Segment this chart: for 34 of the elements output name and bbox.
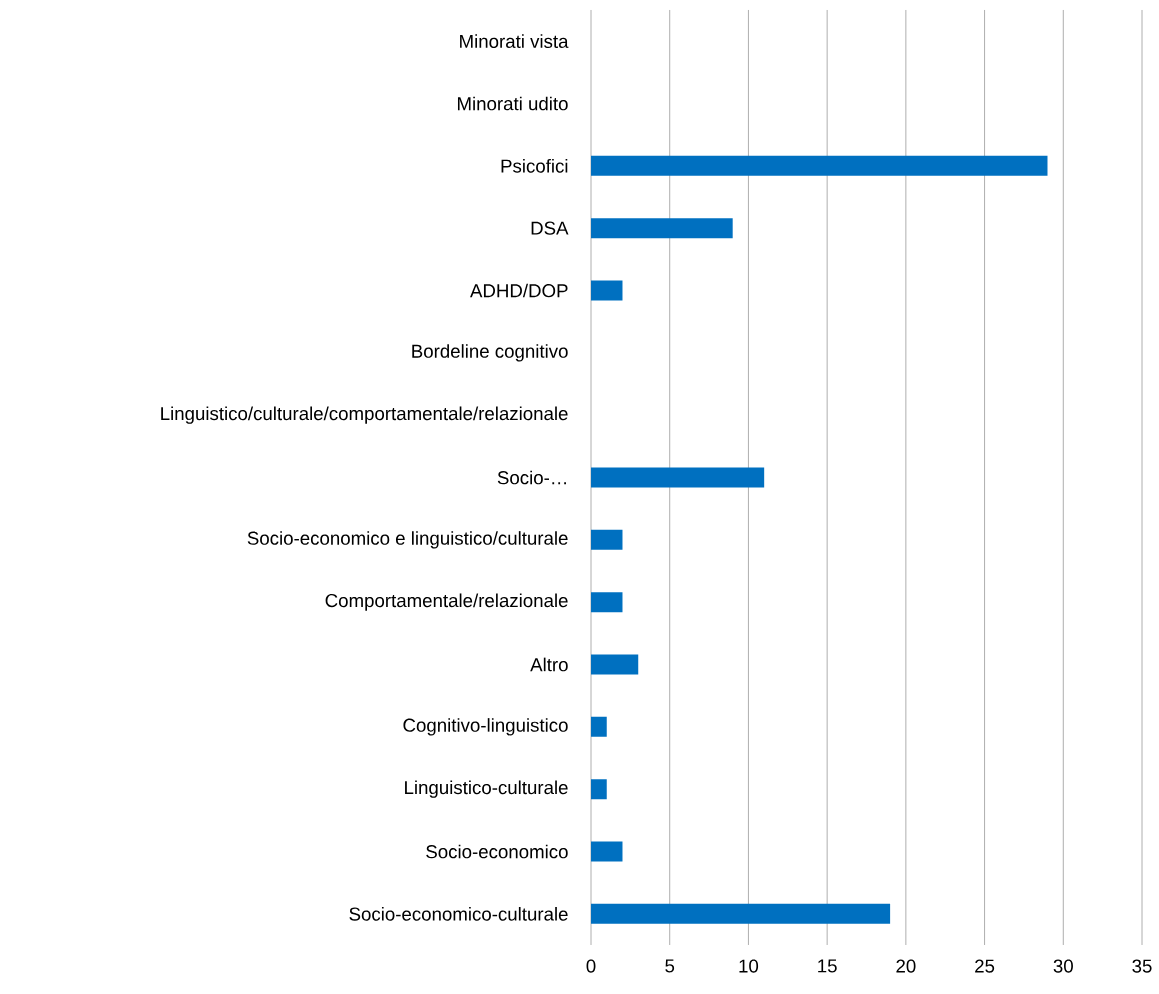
- y-tick-label: Socio-economico e linguistico/culturale: [247, 531, 568, 549]
- y-tick-label: Altro: [530, 657, 568, 672]
- bar: [591, 280, 623, 301]
- y-tick-label: Cognitivo-linguistico: [403, 718, 568, 736]
- bar: [591, 841, 623, 862]
- y-tick-label: Minorati udito: [457, 96, 568, 111]
- bar: [591, 654, 639, 675]
- x-tick-label: 15: [818, 959, 837, 973]
- bar: [591, 529, 623, 550]
- y-tick-label: ADHD/DOP: [470, 283, 568, 298]
- y-tick-label: Linguistico-culturale: [405, 780, 568, 798]
- y-tick-label: Linguistico/culturale/comportamentale/relazionale: [161, 406, 568, 424]
- y-tick-label: DSA: [531, 221, 569, 235]
- bar: [591, 467, 765, 488]
- bar: [591, 592, 623, 613]
- x-tick-label: 30: [1053, 959, 1073, 973]
- y-tick-label: Comportamentale/relazionale: [325, 593, 568, 611]
- y-tick-label: Socio-…: [497, 470, 566, 485]
- y-tick-label: Bordeline cognitivo: [412, 344, 568, 362]
- y-tick-label: Socio-economico-culturale: [349, 906, 568, 921]
- bar: [591, 716, 607, 737]
- bar: [591, 218, 733, 239]
- bar: [591, 779, 607, 800]
- x-tick-label: 5: [665, 959, 675, 973]
- x-tick-label: 0: [586, 959, 596, 973]
- x-tick-label: 25: [975, 959, 995, 973]
- bar: [591, 903, 891, 924]
- y-tick-label: Psicofici: [501, 158, 568, 173]
- bar: [591, 155, 1048, 176]
- y-tick-label: Minorati vista: [460, 34, 569, 49]
- y-tick-label: Socio-economico: [426, 844, 568, 859]
- x-tick-label: 35: [1132, 959, 1152, 973]
- x-tick-label: 20: [896, 959, 916, 973]
- x-tick-label: 10: [739, 959, 759, 973]
